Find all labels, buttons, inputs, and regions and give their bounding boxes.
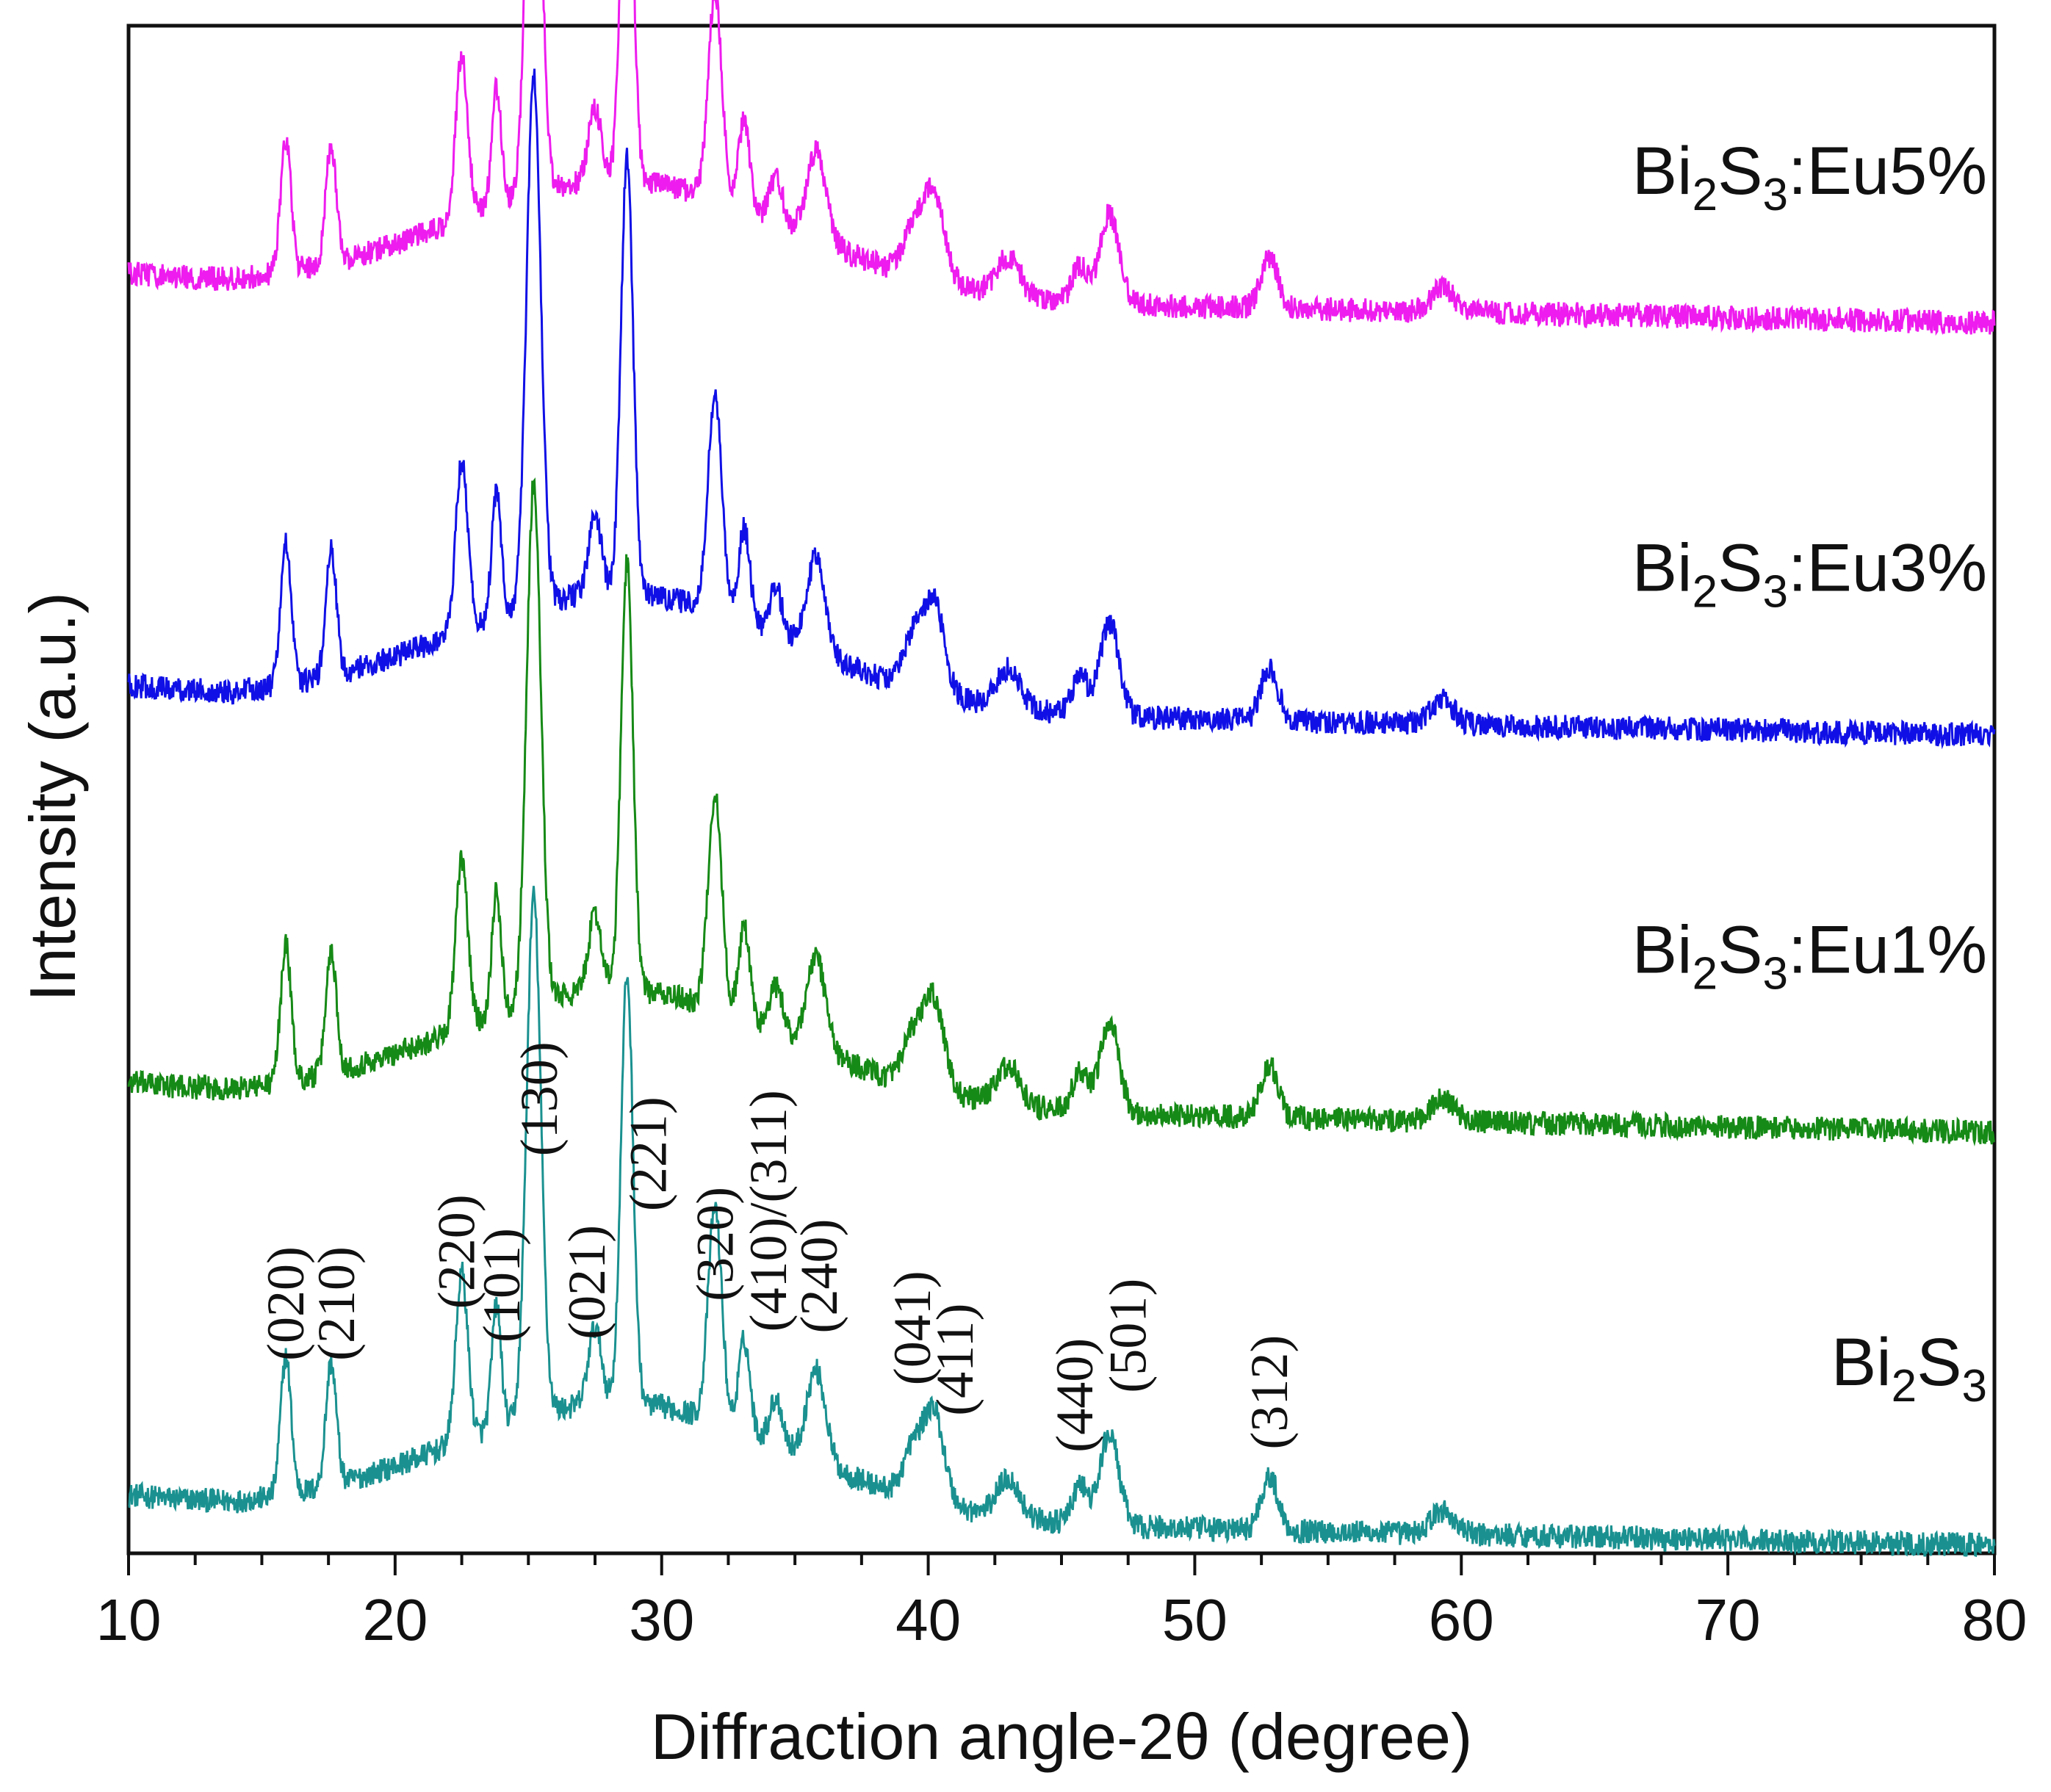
series-labels-layer: Bi2S3 Bi2S3:Eu1% Bi2S3:Eu3% Bi2S3:Eu5% xyxy=(1632,134,1987,1412)
series-line-2 xyxy=(127,68,1996,750)
hkl-label: (312) xyxy=(1240,1335,1299,1450)
x-tick-label: 40 xyxy=(895,1587,961,1652)
x-tick-label: 70 xyxy=(1695,1587,1761,1652)
hkl-label: (221) xyxy=(619,1096,678,1211)
plot-frame xyxy=(126,24,1997,1556)
hkl-label: (021) xyxy=(558,1225,616,1340)
hkl-label: (501) xyxy=(1099,1279,1158,1393)
series-line-3 xyxy=(127,0,1996,336)
x-tick-label: 80 xyxy=(1962,1587,2027,1652)
series-label: Bi2S3:Eu3% xyxy=(1632,531,1987,618)
x-tick-label: 60 xyxy=(1429,1587,1494,1652)
series-label: Bi2S3:Eu5% xyxy=(1632,134,1987,220)
x-tick-label: 10 xyxy=(96,1587,162,1652)
hkl-label: (320) xyxy=(685,1187,744,1301)
annotations-layer: (020)(210) (220)(101) (130) (021)(221)(320)… xyxy=(256,1041,1299,1452)
hkl-label: (041) xyxy=(883,1271,942,1385)
hkl-label: (220) xyxy=(427,1194,486,1309)
x-tick-label: 20 xyxy=(362,1587,428,1652)
y-axis-title: Intensity (a.u.) xyxy=(16,592,89,1002)
ticks-layer: 10 20 30 40 50 60 70 80 xyxy=(96,1553,2027,1652)
series-layer xyxy=(127,0,1996,1558)
series-label: Bi2S3:Eu1% xyxy=(1632,913,1987,1000)
x-axis-title: Diffraction angle-2θ (degree) xyxy=(651,1700,1473,1773)
hkl-label: (020) xyxy=(256,1246,315,1361)
series-label: Bi2S3 xyxy=(1831,1325,1987,1412)
hkl-label: (410)/(311) xyxy=(739,1090,798,1332)
x-tick-label: 30 xyxy=(629,1587,694,1652)
hkl-label: (411) xyxy=(926,1304,984,1416)
hkl-label: (101) xyxy=(472,1228,531,1343)
series-line-1 xyxy=(127,477,1996,1147)
x-tick-label: 50 xyxy=(1162,1587,1228,1652)
series-line-0 xyxy=(128,886,1996,1558)
hkl-label: (240) xyxy=(790,1219,848,1334)
hkl-label: (210) xyxy=(307,1246,366,1361)
hkl-label: (130) xyxy=(510,1041,569,1156)
hkl-label: (440) xyxy=(1045,1338,1104,1453)
